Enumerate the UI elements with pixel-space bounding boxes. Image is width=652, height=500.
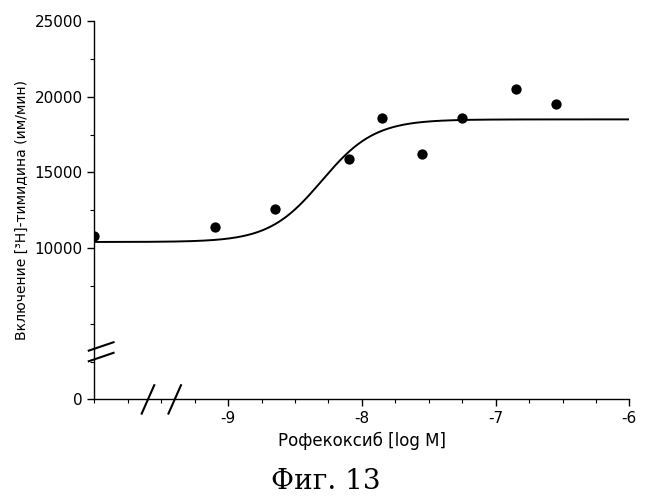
- X-axis label: Рофекоксиб [log M]: Рофекоксиб [log M]: [278, 432, 446, 450]
- Y-axis label: Включение [³H]-тимидина (им/мин): Включение [³H]-тимидина (им/мин): [15, 80, 29, 340]
- Text: Фиг. 13: Фиг. 13: [271, 468, 381, 495]
- Point: [377, 114, 387, 122]
- Point: [417, 150, 427, 158]
- Point: [210, 223, 220, 231]
- Point: [457, 114, 467, 122]
- Point: [270, 204, 280, 212]
- Point: [89, 232, 100, 240]
- Point: [344, 154, 354, 162]
- Point: [550, 100, 561, 108]
- Point: [511, 85, 521, 93]
